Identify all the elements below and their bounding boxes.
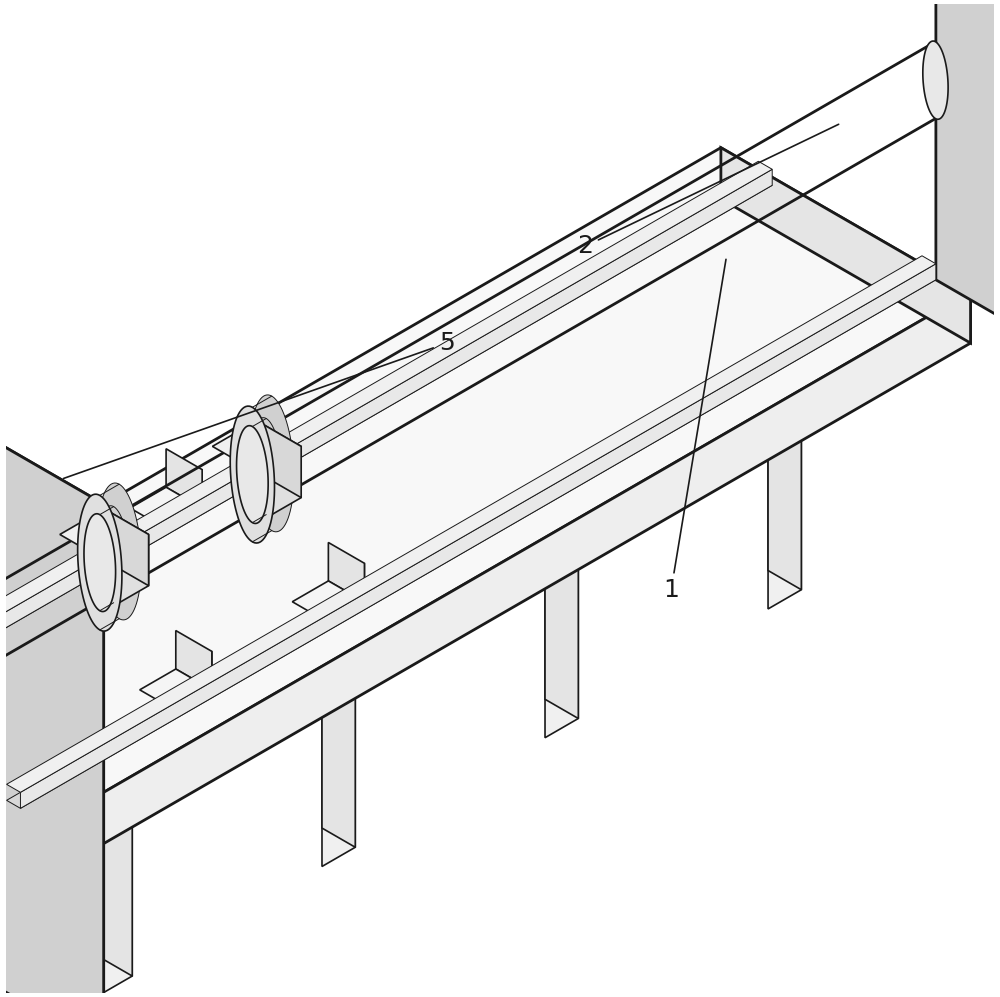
Polygon shape: [585, 316, 618, 503]
Polygon shape: [0, 344, 104, 997]
Polygon shape: [84, 513, 116, 611]
Polygon shape: [166, 470, 202, 528]
Polygon shape: [20, 264, 936, 809]
Text: 3: 3: [0, 996, 1, 997]
Polygon shape: [7, 272, 936, 809]
Polygon shape: [322, 660, 355, 847]
Polygon shape: [166, 449, 202, 508]
Polygon shape: [768, 422, 801, 609]
Polygon shape: [328, 542, 364, 602]
Polygon shape: [139, 554, 172, 742]
Polygon shape: [0, 162, 772, 698]
Polygon shape: [545, 550, 578, 738]
Polygon shape: [106, 554, 172, 592]
Polygon shape: [130, 488, 202, 528]
Polygon shape: [735, 403, 801, 441]
Polygon shape: [329, 426, 395, 464]
Polygon shape: [0, 169, 772, 714]
Polygon shape: [60, 508, 149, 560]
Polygon shape: [230, 406, 274, 543]
Polygon shape: [78, 495, 122, 631]
Polygon shape: [176, 630, 212, 690]
Polygon shape: [14, 557, 50, 617]
Polygon shape: [97, 483, 141, 620]
Text: 5: 5: [64, 331, 454, 479]
Polygon shape: [99, 789, 132, 976]
Text: 4: 4: [0, 996, 1, 997]
Text: 2: 2: [577, 125, 839, 258]
Polygon shape: [212, 421, 301, 472]
Polygon shape: [250, 418, 282, 515]
Polygon shape: [328, 563, 364, 622]
Polygon shape: [250, 395, 294, 531]
Polygon shape: [41, 292, 971, 879]
Polygon shape: [362, 426, 395, 613]
Polygon shape: [98, 505, 129, 603]
Polygon shape: [0, 148, 971, 829]
Polygon shape: [585, 297, 618, 484]
Polygon shape: [0, 575, 50, 617]
Polygon shape: [0, 757, 59, 799]
Polygon shape: [768, 403, 801, 589]
Polygon shape: [292, 581, 364, 622]
Polygon shape: [14, 536, 50, 596]
Polygon shape: [140, 669, 212, 711]
Polygon shape: [23, 719, 59, 778]
Polygon shape: [0, 344, 104, 624]
Polygon shape: [7, 256, 936, 793]
Polygon shape: [362, 445, 395, 632]
Polygon shape: [0, 504, 104, 997]
Polygon shape: [104, 534, 149, 611]
Polygon shape: [936, 0, 1000, 440]
Polygon shape: [237, 426, 268, 523]
Polygon shape: [512, 531, 578, 569]
Polygon shape: [552, 297, 618, 335]
Polygon shape: [0, 177, 772, 714]
Polygon shape: [99, 808, 132, 995]
Text: 1: 1: [663, 259, 726, 602]
Polygon shape: [322, 679, 355, 866]
Polygon shape: [257, 447, 301, 523]
Polygon shape: [257, 421, 301, 498]
Polygon shape: [23, 740, 59, 799]
Polygon shape: [923, 41, 948, 120]
Polygon shape: [176, 651, 212, 711]
Polygon shape: [104, 508, 149, 585]
Polygon shape: [721, 148, 971, 343]
Polygon shape: [139, 573, 172, 761]
Polygon shape: [545, 531, 578, 719]
Polygon shape: [289, 660, 355, 698]
Polygon shape: [66, 789, 132, 828]
